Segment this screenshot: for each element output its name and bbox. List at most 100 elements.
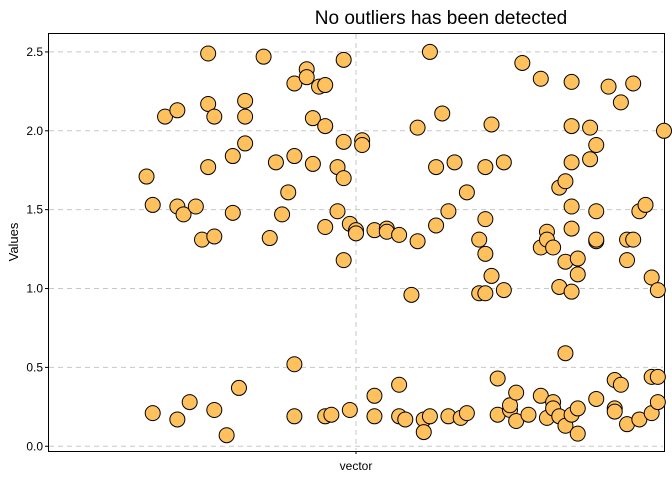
scatter-point [403, 286, 420, 303]
scatter-point [335, 252, 352, 269]
scatter-point [649, 368, 666, 385]
scatter-point [569, 266, 586, 283]
scatter-point [477, 245, 494, 262]
y-tick-label: 1.5 [26, 203, 43, 217]
scatter-point [138, 168, 155, 185]
scatter-point [514, 54, 531, 71]
scatter-point [200, 159, 217, 176]
scatter-point [489, 370, 506, 387]
scatter-point [569, 400, 586, 417]
scatter-point [391, 226, 408, 243]
point-layer [138, 43, 672, 444]
x-tick-label: vector [340, 459, 373, 473]
scatter-point [421, 43, 438, 60]
scatter-point [458, 405, 475, 422]
scatter-point [169, 102, 186, 119]
scatter-point [286, 356, 303, 373]
scatter-point [230, 379, 247, 396]
scatter-point [440, 203, 457, 220]
y-tick-label: 0.0 [26, 439, 43, 453]
scatter-point [317, 219, 334, 236]
scatter-point [625, 231, 642, 248]
scatter-point [545, 239, 562, 256]
scatter-point [323, 406, 340, 423]
scatter-point [206, 228, 223, 245]
scatter-point [563, 283, 580, 300]
scatter-point [200, 95, 217, 112]
scatter-point [649, 394, 666, 411]
scatter-point [409, 233, 426, 250]
scatter-point [415, 424, 432, 441]
scatter-point [563, 154, 580, 171]
scatter-point [582, 151, 599, 168]
scatter-point [169, 411, 186, 428]
scatter-point [477, 285, 494, 302]
scatter-point [261, 230, 278, 247]
scatter-point [144, 405, 161, 422]
scatter-point [175, 206, 192, 223]
chart-title: No outliers has been detected [315, 8, 567, 29]
scatter-point [483, 116, 500, 133]
scatter-point [495, 282, 512, 299]
scatter-point [144, 196, 161, 213]
scatter-point [280, 184, 297, 201]
scatter-point [563, 198, 580, 215]
y-tick-label: 1.0 [26, 282, 43, 296]
scatter-point [329, 203, 346, 220]
scatter-point [606, 403, 623, 420]
scatter-point [348, 225, 364, 242]
scatter-point [224, 204, 241, 221]
scatter-point [569, 250, 586, 267]
scatter-point [200, 45, 217, 62]
scatter-point [366, 387, 383, 404]
scatter-point [643, 269, 660, 286]
scatter-point [286, 148, 303, 165]
scatter-point [434, 105, 451, 122]
scatter-point [317, 77, 334, 94]
scatter-point [563, 118, 580, 135]
scatter-point [588, 203, 605, 220]
grid-layer [49, 34, 663, 450]
y-tick-label: 0.5 [26, 360, 43, 374]
scatter-point [532, 70, 549, 87]
scatter-point [477, 211, 494, 228]
scatter-point [508, 384, 525, 401]
scatter-point [477, 159, 494, 176]
scatter-point [495, 154, 512, 171]
scatter-point [625, 75, 642, 92]
scatter-point [237, 92, 254, 109]
scatter-point [298, 69, 315, 86]
scatter-point [557, 345, 574, 362]
axis-layer: 0.0 0.5 1.0 1.5 2.0 2.5 vector [26, 45, 372, 473]
scatter-point [483, 267, 500, 284]
scatter-point [656, 122, 672, 139]
scatter-point [237, 108, 254, 125]
scatter-point [421, 408, 438, 425]
scatter-point [458, 184, 475, 201]
scatter-point [187, 198, 204, 215]
scatter-point [255, 48, 272, 65]
scatter-point [569, 425, 586, 442]
scatter-point [409, 119, 426, 136]
scatter-point [267, 154, 284, 171]
y-tick-label: 2.0 [26, 124, 43, 138]
scatter-point [428, 217, 445, 234]
scatter-point [557, 173, 574, 190]
scatter-point [237, 135, 254, 152]
y-axis-title: Values [6, 222, 21, 261]
scatter-point [224, 148, 241, 165]
y-tick-label: 2.5 [26, 45, 43, 59]
scatter-point [619, 252, 636, 269]
scatter-point [582, 119, 599, 136]
scatter-point [520, 406, 537, 423]
scatter-point [304, 155, 321, 172]
scatter-point [446, 154, 463, 171]
scatter-point [366, 408, 383, 425]
scatter-point [600, 78, 617, 95]
scatter-point [397, 411, 414, 428]
scatter-point [206, 108, 223, 125]
scatter-point [588, 231, 605, 248]
scatter-point [637, 196, 654, 213]
scatter-point [612, 376, 629, 393]
